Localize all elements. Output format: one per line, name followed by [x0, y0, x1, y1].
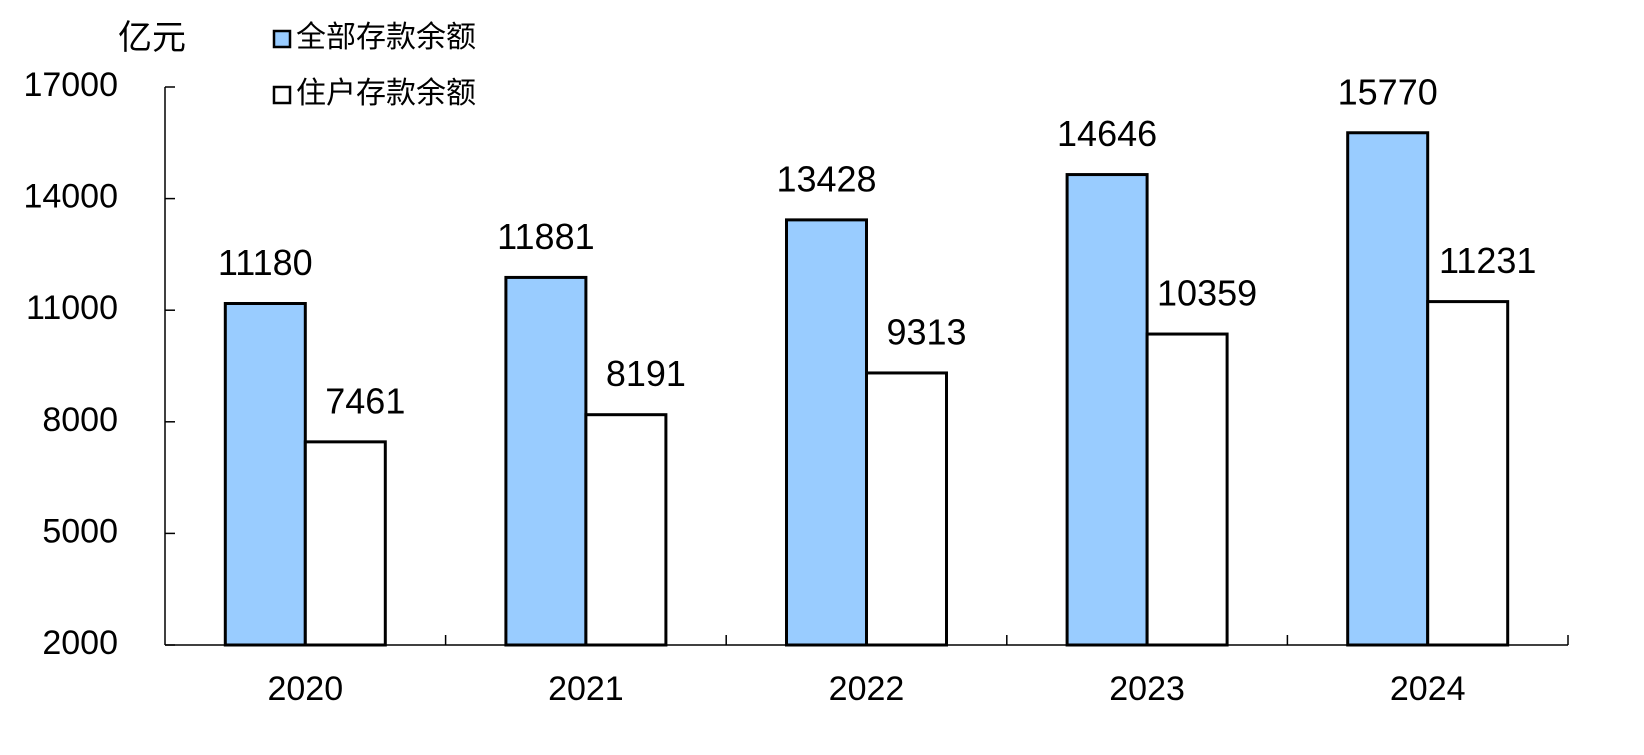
- bar: [1065, 173, 1149, 647]
- data-label: 14646: [1057, 113, 1157, 154]
- bar: [223, 302, 307, 647]
- bar: [1145, 332, 1229, 647]
- bar: [504, 275, 588, 647]
- y-tick-label: 5000: [42, 512, 118, 550]
- data-label: 8191: [606, 353, 686, 394]
- legend-swatch: [272, 85, 292, 105]
- data-label: 11180: [218, 242, 313, 283]
- x-tick-label: 2022: [829, 670, 905, 708]
- x-tick-label: 2024: [1390, 670, 1466, 708]
- bar: [1346, 131, 1430, 647]
- bar: [785, 218, 868, 647]
- bar: [303, 440, 387, 647]
- y-tick-label: 11000: [26, 289, 118, 327]
- bar: [865, 371, 948, 647]
- data-label: 11881: [497, 216, 594, 257]
- x-tick-label: 2020: [267, 670, 343, 708]
- data-label: 13428: [776, 158, 876, 199]
- data-label: 7461: [325, 380, 405, 421]
- data-label: 10359: [1157, 273, 1257, 314]
- y-tick-label: 17000: [23, 66, 118, 104]
- y-tick-label: 14000: [23, 178, 118, 216]
- bar: [584, 413, 668, 647]
- bar: [1426, 300, 1510, 647]
- x-tick-label: 2023: [1109, 670, 1185, 708]
- x-tick-label: 2021: [548, 670, 624, 708]
- data-label: 9313: [886, 311, 966, 352]
- legend-label: 住户存款余额: [296, 77, 476, 110]
- y-tick-label: 2000: [42, 624, 118, 662]
- legend-label: 全部存款余额: [296, 21, 476, 54]
- y-axis-unit: 亿元: [118, 19, 186, 57]
- y-tick-label: 8000: [42, 401, 118, 439]
- data-label: 11231: [1439, 240, 1536, 281]
- data-label: 15770: [1338, 71, 1438, 112]
- legend-swatch: [272, 29, 292, 49]
